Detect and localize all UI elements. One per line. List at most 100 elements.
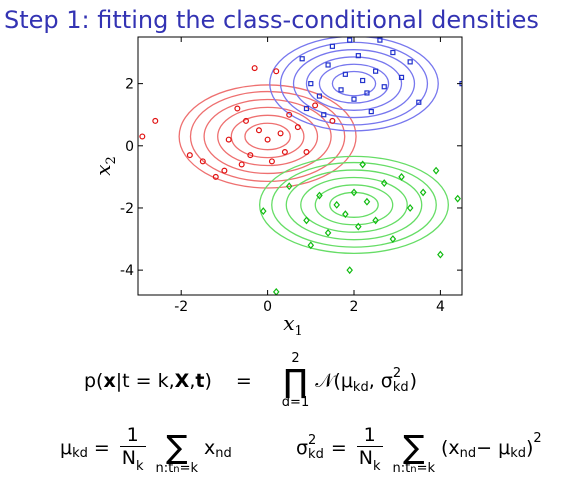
y-tick-label: -4 (120, 263, 134, 279)
plot-area (137, 36, 463, 296)
point (416, 99, 422, 105)
point (406, 204, 414, 212)
eq-text: 2 (291, 351, 300, 366)
fraction: 1 Nk (119, 424, 146, 474)
density-contour (259, 155, 449, 254)
point (351, 96, 357, 102)
point (419, 188, 427, 197)
eq-text: = (330, 436, 347, 459)
y-tick-label: 2 (125, 77, 134, 93)
eq-supsub: 2 kd (308, 432, 324, 462)
y-label-var: x (91, 165, 115, 176)
y-tick-label: -2 (120, 201, 134, 217)
eq-text: − μ (476, 436, 511, 459)
point (329, 43, 335, 49)
density-contour (271, 161, 437, 248)
eq-text: N (358, 446, 373, 469)
product-operator: 2 ∏ d=1 (282, 352, 309, 410)
eq-text: |t = k, (115, 370, 175, 392)
point (307, 241, 315, 250)
x-axis-label: x1 (283, 311, 303, 339)
density-contour (314, 184, 394, 226)
point (454, 194, 461, 203)
x-tick-label: 0 (263, 299, 272, 315)
point (398, 74, 405, 81)
point (360, 77, 366, 84)
density-contour (189, 90, 346, 183)
density-contour (217, 106, 319, 167)
density-contour (329, 191, 379, 218)
density-contour (203, 98, 332, 175)
eq-supsub: 2 kd (393, 367, 409, 395)
eq-text: ) (204, 370, 212, 392)
point (333, 200, 341, 209)
point (350, 188, 358, 197)
density-contour (292, 49, 416, 119)
eq-text: kd (308, 446, 324, 462)
point (329, 117, 336, 124)
denominator: Nk (356, 445, 383, 474)
plot-content (139, 37, 462, 295)
density-contour (269, 37, 439, 132)
eq-text: = (93, 436, 110, 459)
eq-text: x (103, 370, 116, 392)
point (342, 210, 349, 219)
eq-text: =k (416, 461, 435, 476)
density-contour (318, 63, 390, 104)
chart: Step 1: fitting the class-conditional de… (4, 6, 539, 339)
density-contour (285, 169, 423, 241)
point (363, 197, 371, 206)
density-contour (178, 84, 357, 189)
eq-text: d=1 (281, 395, 310, 410)
eq-text: ∏ (283, 362, 308, 400)
eq-text: k (136, 458, 144, 474)
point (286, 111, 293, 118)
point (347, 37, 353, 43)
point (338, 87, 344, 93)
point (251, 65, 258, 72)
y-tick-label: 0 (125, 139, 134, 155)
point (303, 216, 310, 225)
point (316, 191, 323, 200)
point (325, 62, 331, 68)
point (377, 37, 383, 43)
point (355, 222, 362, 231)
x-label-sub: 1 (295, 324, 303, 339)
point (294, 124, 301, 131)
point (312, 102, 319, 109)
equation-mean: μ kd = 1 Nk ∑ n:tn=k x nd (60, 418, 232, 477)
eq-text: ) (526, 436, 534, 459)
point (277, 130, 284, 137)
density-contour (300, 176, 408, 233)
point (380, 179, 388, 188)
density-contour (230, 114, 305, 159)
point (342, 71, 348, 77)
eq-text: kd (392, 380, 409, 395)
point (247, 152, 254, 159)
point (355, 53, 361, 59)
eq-text: μ (60, 436, 73, 459)
eq-text: σ (296, 436, 309, 459)
fraction: 1 Nk (356, 424, 383, 474)
eq-text: 2 (308, 432, 317, 448)
point (225, 136, 232, 143)
denominator: Nk (119, 445, 146, 474)
point (346, 266, 353, 275)
eq-text: ∑ (402, 428, 425, 466)
point (372, 216, 379, 225)
sum-operator: ∑ n:tn=k (393, 418, 435, 477)
sum-operator: ∑ n:tn=k (156, 418, 198, 477)
eq-text: , (189, 370, 196, 392)
eq-text: n (410, 464, 417, 475)
point (264, 136, 271, 143)
eq-text: 2 (533, 431, 542, 446)
eq-text: n:t (392, 461, 411, 476)
point (407, 59, 413, 65)
x-label-var: x (283, 311, 294, 335)
plot-frame (137, 36, 463, 296)
density-contour (244, 122, 291, 151)
point (273, 68, 280, 75)
eq-text: p( (84, 370, 104, 392)
equation-likelihood: p(x |t = k, X, t) = 2 ∏ d=1 𝒩(μ kd, σ 2 kd) (84, 352, 417, 410)
